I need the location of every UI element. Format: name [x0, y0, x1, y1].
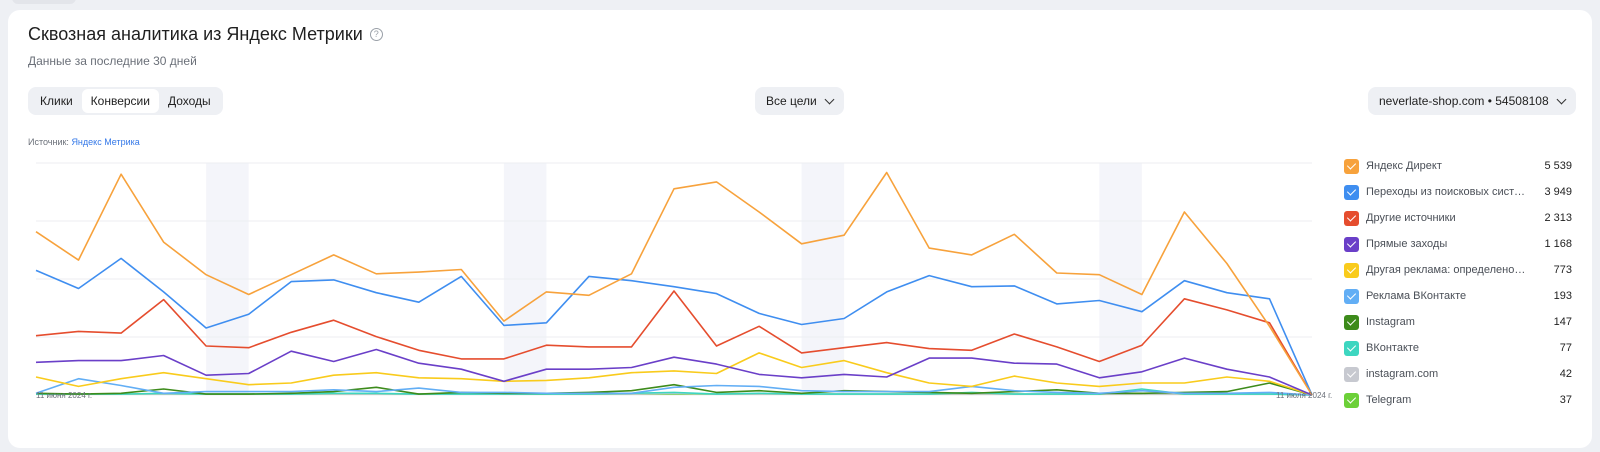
check-icon: [1346, 368, 1357, 378]
checkbox-icon[interactable]: [1344, 288, 1359, 304]
tab-revenue[interactable]: Доходы: [167, 94, 211, 108]
check-icon: [1346, 264, 1357, 274]
legend-item[interactable]: Instagram 147: [1344, 309, 1572, 335]
legend-series-name: Яндекс Директ: [1366, 160, 1442, 172]
legend-series-total: 42: [1559, 368, 1572, 380]
widget-subtitle: Данные за последние 30 дней: [28, 54, 197, 68]
legend-series-total: 193: [1553, 290, 1572, 302]
top-tab-fragment[interactable]: [12, 0, 76, 4]
legend-item[interactable]: Прямые заходы 1 168: [1344, 231, 1572, 257]
check-icon: [1346, 342, 1357, 352]
counter-dropdown[interactable]: neverlate-shop.com • 54508108: [1368, 87, 1576, 115]
legend-series-name: Реклама ВКонтакте: [1366, 290, 1467, 302]
source-caption: Источник: Яндекс Метрика: [28, 137, 140, 147]
series-line-2[interactable]: [35, 290, 1313, 396]
legend-series-total: 773: [1553, 264, 1572, 276]
legend-item[interactable]: instagram.com 42: [1344, 361, 1572, 387]
legend-series-name: Telegram: [1366, 394, 1412, 406]
legend-item[interactable]: ВКонтакте 77: [1344, 335, 1572, 361]
check-icon: [1346, 394, 1357, 404]
legend-series-total: 147: [1553, 316, 1572, 328]
checkbox-icon[interactable]: [1344, 236, 1359, 252]
checkbox-icon[interactable]: [1344, 366, 1359, 382]
legend-item[interactable]: Реклама ВКонтакте 193: [1344, 283, 1572, 309]
legend-series-name: instagram.com: [1366, 368, 1439, 380]
legend-series-name: Другие источники: [1366, 212, 1456, 224]
series-line-1[interactable]: [35, 257, 1313, 396]
checkbox-icon[interactable]: [1344, 262, 1359, 278]
legend-series-total: 3 949: [1544, 186, 1572, 198]
check-icon: [1346, 212, 1357, 222]
goals-dropdown[interactable]: Все цели: [755, 87, 844, 115]
help-icon[interactable]: ?: [369, 28, 383, 41]
metric-switcher: Клики Конверсии Доходы: [28, 87, 223, 115]
legend-series-total: 5 539: [1544, 160, 1572, 172]
x-axis-start-label: 11 июня 2024 г.: [36, 391, 93, 400]
legend-item[interactable]: Другая реклама: определено по меткам 773: [1344, 257, 1572, 283]
legend-series-total: 1 168: [1544, 238, 1572, 250]
series-line-4[interactable]: [35, 352, 1313, 396]
check-icon: [1346, 290, 1357, 300]
widget-title: Сквозная аналитика из Яндекс Метрики ?: [28, 24, 383, 45]
legend-series-total: 37: [1559, 394, 1572, 406]
checkbox-icon[interactable]: [1344, 314, 1359, 330]
series-line-0[interactable]: [35, 171, 1313, 396]
checkbox-icon[interactable]: [1344, 210, 1359, 226]
counter-dropdown-label: neverlate-shop.com • 54508108: [1379, 94, 1549, 108]
legend-item[interactable]: Переходы из поисковых систем 3 949: [1344, 179, 1572, 205]
legend-series-name: Переходы из поисковых систем: [1366, 186, 1526, 198]
legend-series-total: 2 313: [1544, 212, 1572, 224]
legend-series-name: Instagram: [1366, 316, 1415, 328]
chart-legend: Яндекс Директ 5 539 Переходы из поисковых …: [1344, 153, 1572, 413]
checkbox-icon[interactable]: [1344, 340, 1359, 356]
tab-conversions[interactable]: Конверсии: [81, 89, 159, 113]
analytics-card: [8, 10, 1592, 448]
check-icon: [1346, 238, 1357, 248]
legend-series-name: Прямые заходы: [1366, 238, 1448, 250]
checkbox-icon[interactable]: [1344, 184, 1359, 200]
source-prefix: Источник:: [28, 137, 69, 147]
series-line-3[interactable]: [35, 348, 1313, 396]
legend-item[interactable]: Яндекс Директ 5 539: [1344, 153, 1572, 179]
legend-item[interactable]: Другие источники 2 313: [1344, 205, 1572, 231]
legend-series-total: 77: [1559, 342, 1572, 354]
series-line-5[interactable]: [35, 377, 1313, 396]
checkbox-icon[interactable]: [1344, 392, 1359, 408]
check-icon: [1346, 186, 1357, 196]
tab-clicks[interactable]: Клики: [40, 94, 73, 108]
checkbox-icon[interactable]: [1344, 158, 1359, 174]
check-icon: [1346, 316, 1357, 326]
source-link[interactable]: Яндекс Метрика: [71, 137, 140, 147]
legend-series-name: ВКонтакте: [1366, 342, 1419, 354]
legend-series-name: Другая реклама: определено по меткам: [1366, 264, 1526, 276]
check-icon: [1346, 160, 1357, 170]
legend-item[interactable]: Telegram 37: [1344, 387, 1572, 413]
title-text: Сквозная аналитика из Яндекс Метрики: [28, 24, 363, 44]
x-axis-end-label: 11 июля 2024 г.: [1276, 391, 1333, 400]
goals-dropdown-label: Все цели: [766, 94, 817, 108]
